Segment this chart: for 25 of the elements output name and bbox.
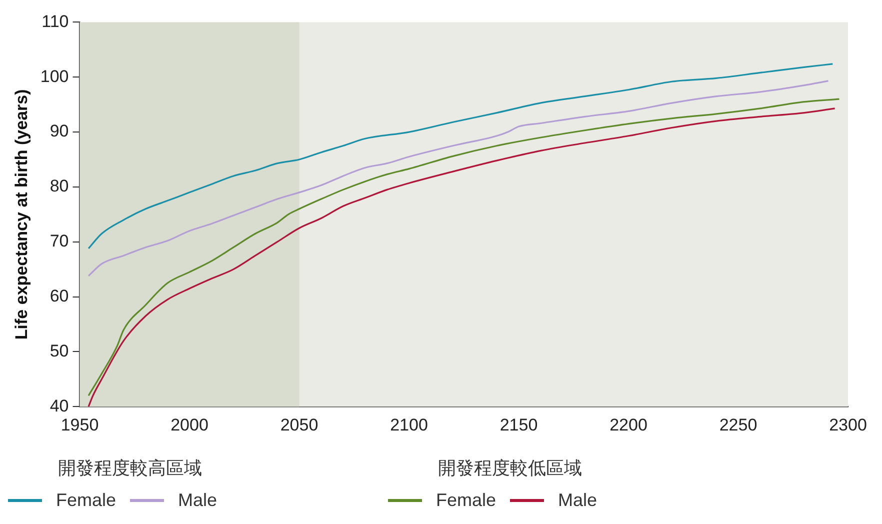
x-tick-label: 2300 [829, 415, 867, 434]
y-tick-label: 60 [50, 286, 69, 306]
x-tick-label: 2250 [719, 415, 758, 434]
legend-label: Male [558, 490, 598, 511]
y-tick-label: 110 [42, 12, 69, 31]
legend-label: Female [56, 490, 116, 511]
x-tick-label: 2200 [610, 415, 648, 434]
text: 開發程度較低區域 [437, 457, 583, 480]
line-series [88, 63, 834, 250]
y-tick-label: 40 [50, 396, 69, 416]
line-series [88, 80, 830, 277]
text: 開發程度較高區域 [57, 457, 203, 480]
x-tick-label: 2100 [390, 415, 428, 434]
legend-label: Male [178, 490, 218, 511]
x-tick-label: 2000 [170, 415, 208, 434]
y-tick-label: 50 [50, 341, 69, 360]
y-tick-label: 100 [40, 66, 69, 86]
y-axis-title: Life expectancy at birth (years) [12, 89, 31, 340]
y-tick-label: 80 [50, 176, 69, 196]
y-tick-label: 90 [50, 122, 69, 141]
x-tick-label: 1950 [60, 415, 99, 434]
legend-label: Female [436, 490, 496, 511]
x-tick-label: 2050 [280, 415, 318, 434]
x-tick-label: 2150 [500, 415, 538, 434]
y-tick-label: 70 [50, 232, 69, 251]
